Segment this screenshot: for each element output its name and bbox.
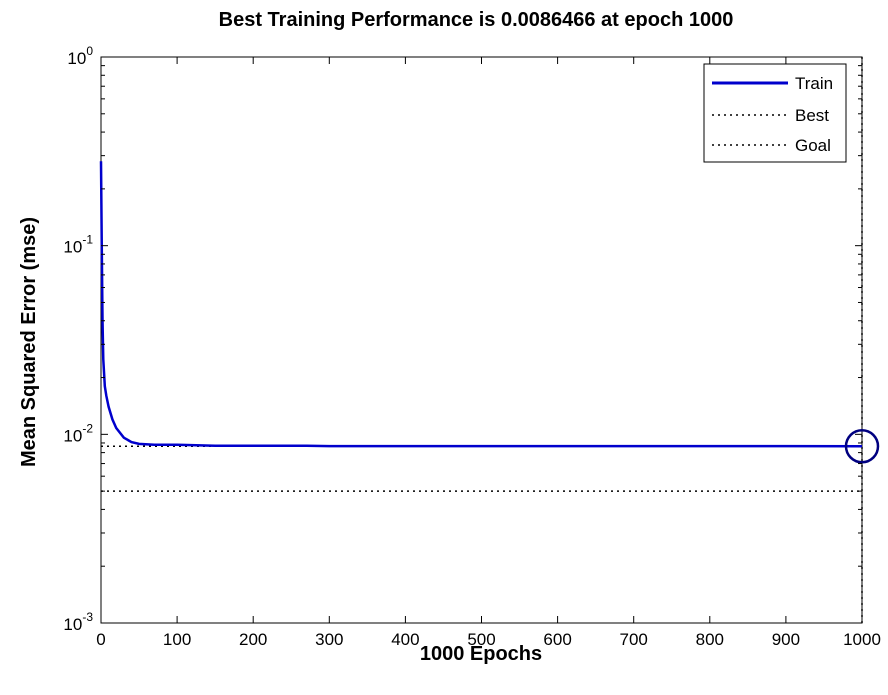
y-tick-label: 10-1 <box>63 233 93 257</box>
chart-title: Best Training Performance is 0.0086466 a… <box>219 9 734 31</box>
x-axis-label: 1000 Epochs <box>420 643 542 665</box>
best-point-marker <box>844 428 880 464</box>
y-axis-label: Mean Squared Error (mse) <box>18 217 40 467</box>
legend-goal-label: Goal <box>795 136 831 155</box>
y-tick-label: 100 <box>67 44 93 68</box>
legend-box <box>703 63 847 163</box>
x-tick-label: 700 <box>620 630 648 649</box>
x-tick-label: 200 <box>239 630 267 649</box>
x-tick-label: 600 <box>543 630 571 649</box>
x-tick-label: 1000 <box>843 630 881 649</box>
y-tick-label: 10-3 <box>63 610 93 634</box>
legend-best-label: Best <box>795 106 829 125</box>
x-tick-label: 400 <box>391 630 419 649</box>
legend: Train Best Goal <box>703 63 847 163</box>
series-line-train <box>99 161 863 448</box>
y-tick-label: 10-2 <box>63 421 93 445</box>
x-tick-label: 100 <box>163 630 191 649</box>
x-tick-label: 300 <box>315 630 343 649</box>
legend-train-label: Train <box>795 74 833 93</box>
x-tick-label: 800 <box>696 630 724 649</box>
x-tick-label: 900 <box>772 630 800 649</box>
x-tick-label: 0 <box>96 630 105 649</box>
x-tick-label: 500 <box>467 630 495 649</box>
